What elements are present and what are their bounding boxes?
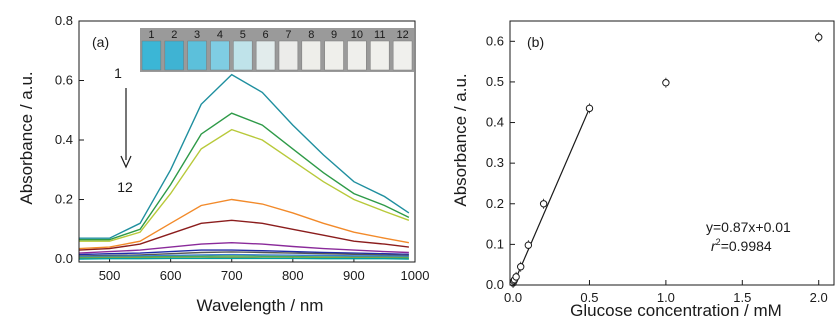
vial-8	[301, 40, 321, 71]
vial-photo-background	[140, 28, 414, 72]
trend-arrow: 1 12	[114, 65, 133, 195]
spectrum-line-1	[79, 73, 410, 239]
panel-b-label: (b)	[527, 34, 544, 50]
fit-r-squared: r2=0.9984	[711, 237, 772, 254]
panel-b: Absorbance / a.u. Glucose concentration …	[451, 20, 835, 320]
panel-b-y-axis-label: Absorbance / a.u.	[451, 73, 470, 206]
data-point	[815, 33, 823, 41]
panel-a-y-axis-label: Absorbance / a.u.	[17, 71, 36, 204]
y-tick-label: 0.1	[486, 236, 504, 251]
spectrum-line-9	[78, 253, 409, 258]
vial-11	[370, 40, 390, 71]
vial-number: 1	[148, 29, 154, 41]
vial-9	[324, 40, 344, 71]
panel-a: Absorbance / a.u. Wavelength / nm 500 600…	[17, 13, 429, 315]
arrow-end-label: 12	[117, 179, 133, 195]
panel-b-fit	[512, 108, 591, 286]
y-tick-label: 0.6	[486, 33, 504, 48]
linear-fit-line	[512, 108, 591, 286]
spectrum-line-4	[78, 198, 410, 250]
y-tick-label: 0.3	[486, 155, 504, 170]
spectrum-line-5	[78, 219, 409, 251]
x-tick-label: 700	[221, 268, 243, 283]
panel-a-ticks: 500 600 700 800 900 1000 0.0 0.2 0.4 0.6 0.8	[55, 13, 430, 283]
vial-7	[278, 40, 299, 71]
x-tick-label: 900	[343, 268, 365, 283]
vial-6	[255, 40, 276, 71]
r-squared-symbol: r	[711, 238, 717, 254]
vial-number: 7	[285, 29, 291, 41]
x-tick-label: 0.0	[504, 290, 522, 305]
r-squared-value: =0.9984	[721, 238, 772, 254]
x-tick-label: 1000	[401, 268, 430, 283]
panel-b-frame	[509, 20, 835, 286]
panel-a-label: (a)	[92, 34, 109, 50]
data-point	[512, 273, 520, 281]
vial-3	[187, 40, 207, 71]
panel-a-series	[78, 73, 410, 260]
y-tick-label: 0.4	[55, 132, 73, 147]
vial-4	[210, 40, 230, 71]
x-tick-label: 0.5	[580, 290, 598, 305]
spectrum-line-2	[79, 112, 410, 241]
y-tick-label: 0.2	[486, 196, 504, 211]
fit-equation: y=0.87x+0.01	[706, 219, 791, 235]
vial-1	[141, 40, 162, 71]
panel-b-points	[509, 32, 823, 288]
y-tick-label: 0.5	[486, 74, 504, 89]
y-tick-label: 0.0	[486, 277, 504, 292]
panel-a-x-axis-label: Wavelength / nm	[197, 296, 324, 315]
y-tick-label: 0.8	[55, 13, 73, 28]
spectrum-line-7	[78, 249, 409, 256]
x-tick-label: 600	[160, 268, 182, 283]
y-tick-label: 0.6	[55, 73, 73, 88]
spectrum-line-12	[78, 257, 409, 260]
vial-number: 3	[194, 29, 200, 41]
panel-a-frame	[78, 20, 416, 263]
data-point	[539, 200, 548, 208]
x-tick-label: 1.0	[657, 290, 675, 305]
y-tick-label: 0.4	[486, 115, 504, 130]
vial-number: 2	[171, 29, 177, 41]
vial-2	[164, 40, 184, 71]
x-tick-label: 500	[99, 268, 121, 283]
vial-number: 5	[240, 29, 246, 41]
spectrum-line-3	[79, 128, 410, 242]
x-tick-label: 800	[282, 268, 304, 283]
spectrum-line-8	[78, 251, 409, 257]
r-squared-exponent: 2	[716, 237, 721, 247]
vial-photo-inset: 1 2 3 4 5 6 7 8 9 10 11 12	[140, 28, 414, 72]
vial-row: 1 2 3 4 5 6 7 8 9 10 11 12	[141, 29, 413, 71]
data-point	[585, 104, 594, 113]
vial-number: 10	[351, 29, 363, 41]
vial-number: 8	[308, 29, 314, 41]
vial-number: 9	[331, 29, 337, 41]
vial-10	[347, 40, 367, 71]
arrow-start-label: 1	[114, 65, 122, 81]
vial-number: 4	[217, 29, 223, 41]
arrow-head	[120, 155, 132, 169]
spectrum-line-6	[78, 241, 409, 254]
x-tick-label: 2.0	[810, 290, 828, 305]
y-tick-label: 0.0	[55, 251, 73, 266]
spectrum-line-10	[78, 255, 409, 259]
data-point	[516, 263, 525, 271]
x-tick-label: 1.5	[733, 290, 751, 305]
panel-b-ticks: 0.0 0.5 1.0 1.5 2.0 0.0 0.1 0.2 0.3 0.4 0.5 0.6	[486, 33, 828, 305]
vial-5	[233, 40, 253, 71]
vial-number: 11	[374, 29, 385, 41]
data-point	[662, 79, 670, 87]
data-point	[524, 241, 533, 249]
vial-number: 6	[263, 29, 269, 41]
panel-b-x-axis-label: Glucose concentration / mM	[570, 301, 782, 320]
y-tick-label: 0.2	[55, 192, 73, 207]
vial-number: 12	[396, 29, 408, 41]
vial-12	[392, 40, 413, 71]
